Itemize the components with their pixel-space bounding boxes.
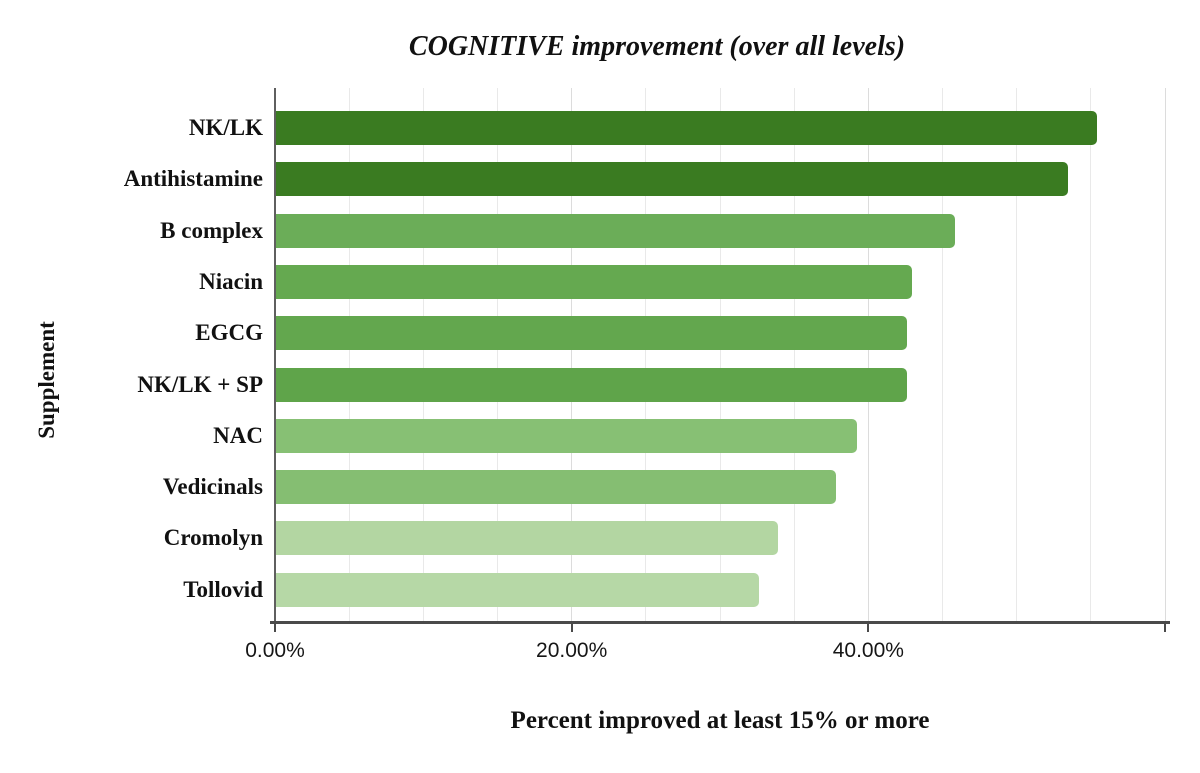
gridline-30pct <box>719 88 721 623</box>
tick-mark-0pct <box>274 623 276 632</box>
gridline-10pct <box>422 88 424 623</box>
bar-cromolyn <box>275 521 779 556</box>
tick-mark-60pct <box>1164 623 1166 632</box>
gridline-40pct <box>867 88 869 623</box>
gridline-5pct <box>348 88 350 623</box>
tick-label: 0.00% <box>245 639 305 662</box>
gridline-35pct <box>793 88 795 623</box>
bar-vedicinals <box>275 470 837 505</box>
y-axis-line <box>274 88 276 623</box>
gridline-55pct <box>1090 88 1092 623</box>
x-axis-title: Percent improved at least 15% or more <box>510 707 930 734</box>
bar-niacin <box>275 264 912 299</box>
category-label: NAC <box>213 422 263 448</box>
bar-antihistamine <box>275 162 1068 197</box>
category-label: EGCG <box>195 320 263 346</box>
gridline-20pct <box>571 88 573 623</box>
bar-b-complex <box>275 213 955 248</box>
tick-mark-40pct <box>867 623 870 632</box>
gridline-25pct <box>645 88 647 623</box>
category-label: NK/LK <box>188 115 263 140</box>
category-label: Antihistamine <box>123 166 263 192</box>
bar-tollovid <box>275 572 760 607</box>
tick-mark-20pct <box>570 623 573 632</box>
gridline-45pct <box>942 88 943 623</box>
category-label: Niacin <box>199 268 263 294</box>
chart-title: COGNITIVE improvement (over all levels) <box>408 31 906 62</box>
category-label: Vedicinals <box>162 474 263 500</box>
tick-label: 20.00% <box>536 639 608 662</box>
bar-nk-lk <box>275 111 1098 145</box>
gridline-60pct <box>1164 88 1166 623</box>
plot-area <box>275 88 1166 623</box>
category-label: NK/LK + SP <box>137 371 263 397</box>
category-label: B complex <box>160 217 263 243</box>
x-axis-line <box>270 621 1170 624</box>
bar-egcg <box>275 316 908 351</box>
category-label: Tollovid <box>183 576 263 602</box>
gridline-50pct <box>1016 88 1018 623</box>
category-label: Cromolyn <box>163 525 263 551</box>
gridline-15pct <box>497 88 498 623</box>
bar-nac <box>275 418 857 453</box>
tick-label: 40.00% <box>832 639 904 662</box>
bar-nk-lk-sp <box>275 367 908 402</box>
